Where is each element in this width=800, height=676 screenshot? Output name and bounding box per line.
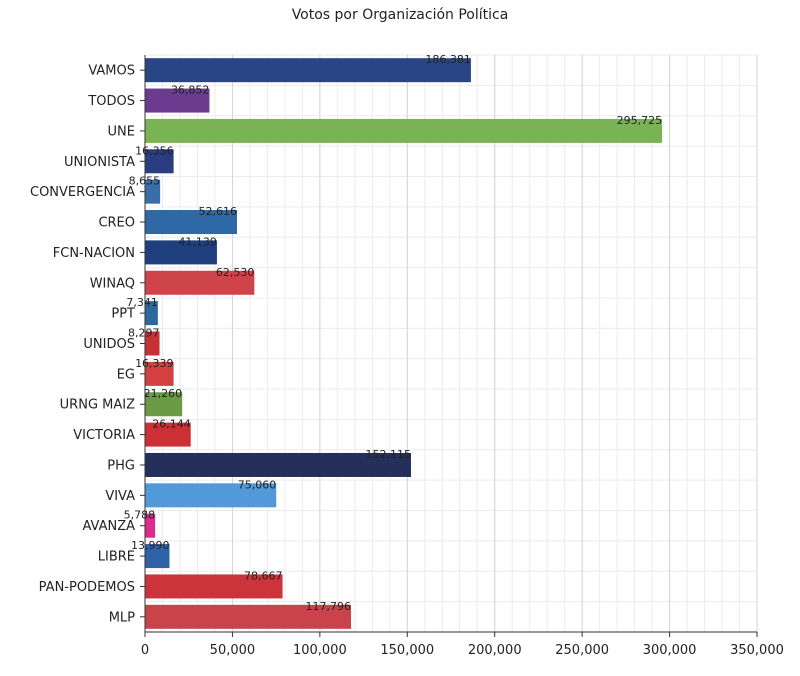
data-label: 152,115 [365, 448, 411, 461]
data-label: 5,788 [124, 509, 156, 522]
bar-viva [145, 483, 277, 508]
category-label: URNG MAIZ [60, 398, 135, 413]
data-label: 41,139 [178, 235, 217, 248]
data-label: 78,667 [244, 569, 283, 582]
category-label: VICTORIA [73, 428, 135, 443]
category-label: PPT [111, 307, 135, 322]
bars [145, 58, 663, 629]
data-label: 16,356 [135, 144, 174, 157]
category-label: CREO [98, 216, 135, 231]
category-label: MLP [109, 610, 135, 625]
data-label: 8,297 [128, 327, 160, 340]
bar-une [145, 118, 663, 143]
bar-unionista [145, 149, 174, 174]
category-label: VAMOS [88, 64, 135, 79]
category-label: UNIONISTA [64, 155, 135, 170]
x-tick-label: 300,000 [643, 643, 697, 658]
bar-unidos [145, 331, 160, 356]
chart-title: Votos por Organización Política [291, 7, 509, 23]
data-label: 52,616 [199, 205, 238, 218]
x-tick-label: 50,000 [210, 643, 256, 658]
x-tick-label: 100,000 [293, 643, 347, 658]
category-label: LIBRE [98, 550, 135, 565]
x-tick-label: 150,000 [380, 643, 434, 658]
category-label: VIVA [105, 489, 135, 504]
category-label: PHG [107, 458, 135, 473]
x-tick-label: 250,000 [555, 643, 609, 658]
data-label: 7,341 [126, 296, 158, 309]
bar-vamos [145, 58, 471, 83]
category-label: UNE [108, 124, 135, 139]
bar-pan-podemos [145, 574, 283, 599]
bar-eg [145, 361, 174, 386]
data-label: 75,060 [238, 478, 277, 491]
bar-urng-maiz [145, 392, 183, 417]
x-tick-label: 0 [141, 643, 149, 658]
bar-winaq [145, 270, 255, 295]
x-tick-label: 200,000 [468, 643, 522, 658]
axes [140, 55, 758, 637]
data-label: 295,725 [617, 114, 663, 127]
category-label: UNIDOS [83, 337, 135, 352]
bar-creo [145, 210, 238, 235]
labels: VAMOS TODOS UNE UNIONISTA CONVERGENCIA CREO FC… [30, 53, 784, 658]
category-label: AVANZA [82, 519, 135, 534]
data-label: 36,852 [171, 84, 210, 97]
grid-lines [144, 54, 758, 633]
bar-convergencia [145, 179, 161, 204]
data-label: 26,144 [152, 418, 191, 431]
category-label: EG [117, 367, 135, 382]
data-label: 186,381 [425, 53, 471, 66]
bar-libre [145, 544, 170, 569]
bar-ppt [145, 301, 158, 326]
category-label: FCN-NACION [53, 246, 135, 261]
bar-avanza [145, 513, 156, 538]
bar-mlp [145, 604, 351, 629]
data-label: 62,530 [216, 266, 255, 279]
bar-fcn-nacion [145, 240, 217, 265]
bar-victoria [145, 422, 191, 447]
data-label: 21,260 [144, 387, 183, 400]
data-label: 8,655 [129, 175, 161, 188]
category-label: CONVERGENCIA [30, 185, 135, 200]
category-label: PAN-PODEMOS [39, 580, 135, 595]
x-tick-label: 350,000 [730, 643, 784, 658]
data-label: 13,990 [131, 539, 170, 552]
data-label: 117,796 [305, 600, 351, 613]
bar-phg [145, 452, 411, 477]
category-label: WINAQ [90, 276, 135, 291]
category-label: TODOS [87, 94, 135, 109]
bar-todos [145, 88, 210, 113]
data-label: 16,339 [135, 357, 174, 370]
